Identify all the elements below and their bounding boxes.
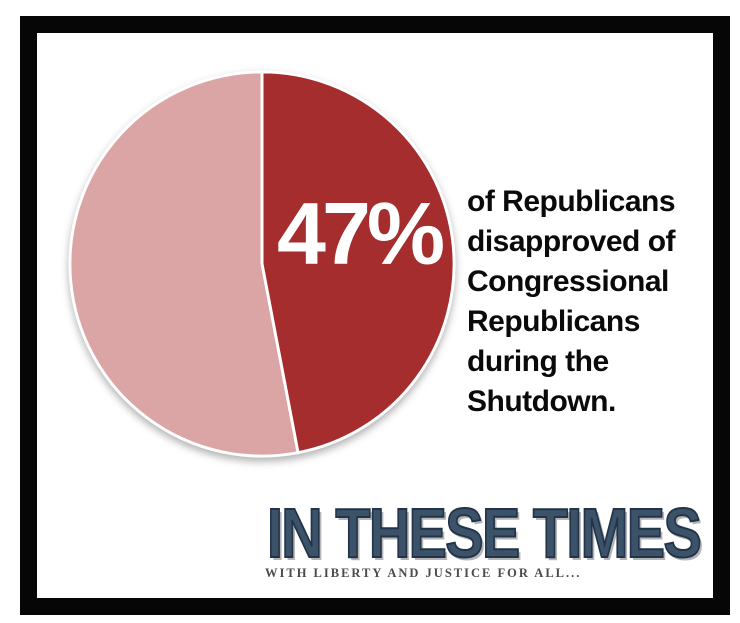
chart-caption: of Republicans disapproved of Congressio…	[467, 185, 676, 418]
pie-slice	[260, 70, 456, 455]
pie-chart	[66, 68, 458, 460]
pie-slice	[68, 70, 300, 458]
pie-chart-svg	[68, 70, 456, 458]
poster-frame	[20, 16, 730, 615]
pie-slice-percentage-label: 47%	[277, 184, 445, 283]
